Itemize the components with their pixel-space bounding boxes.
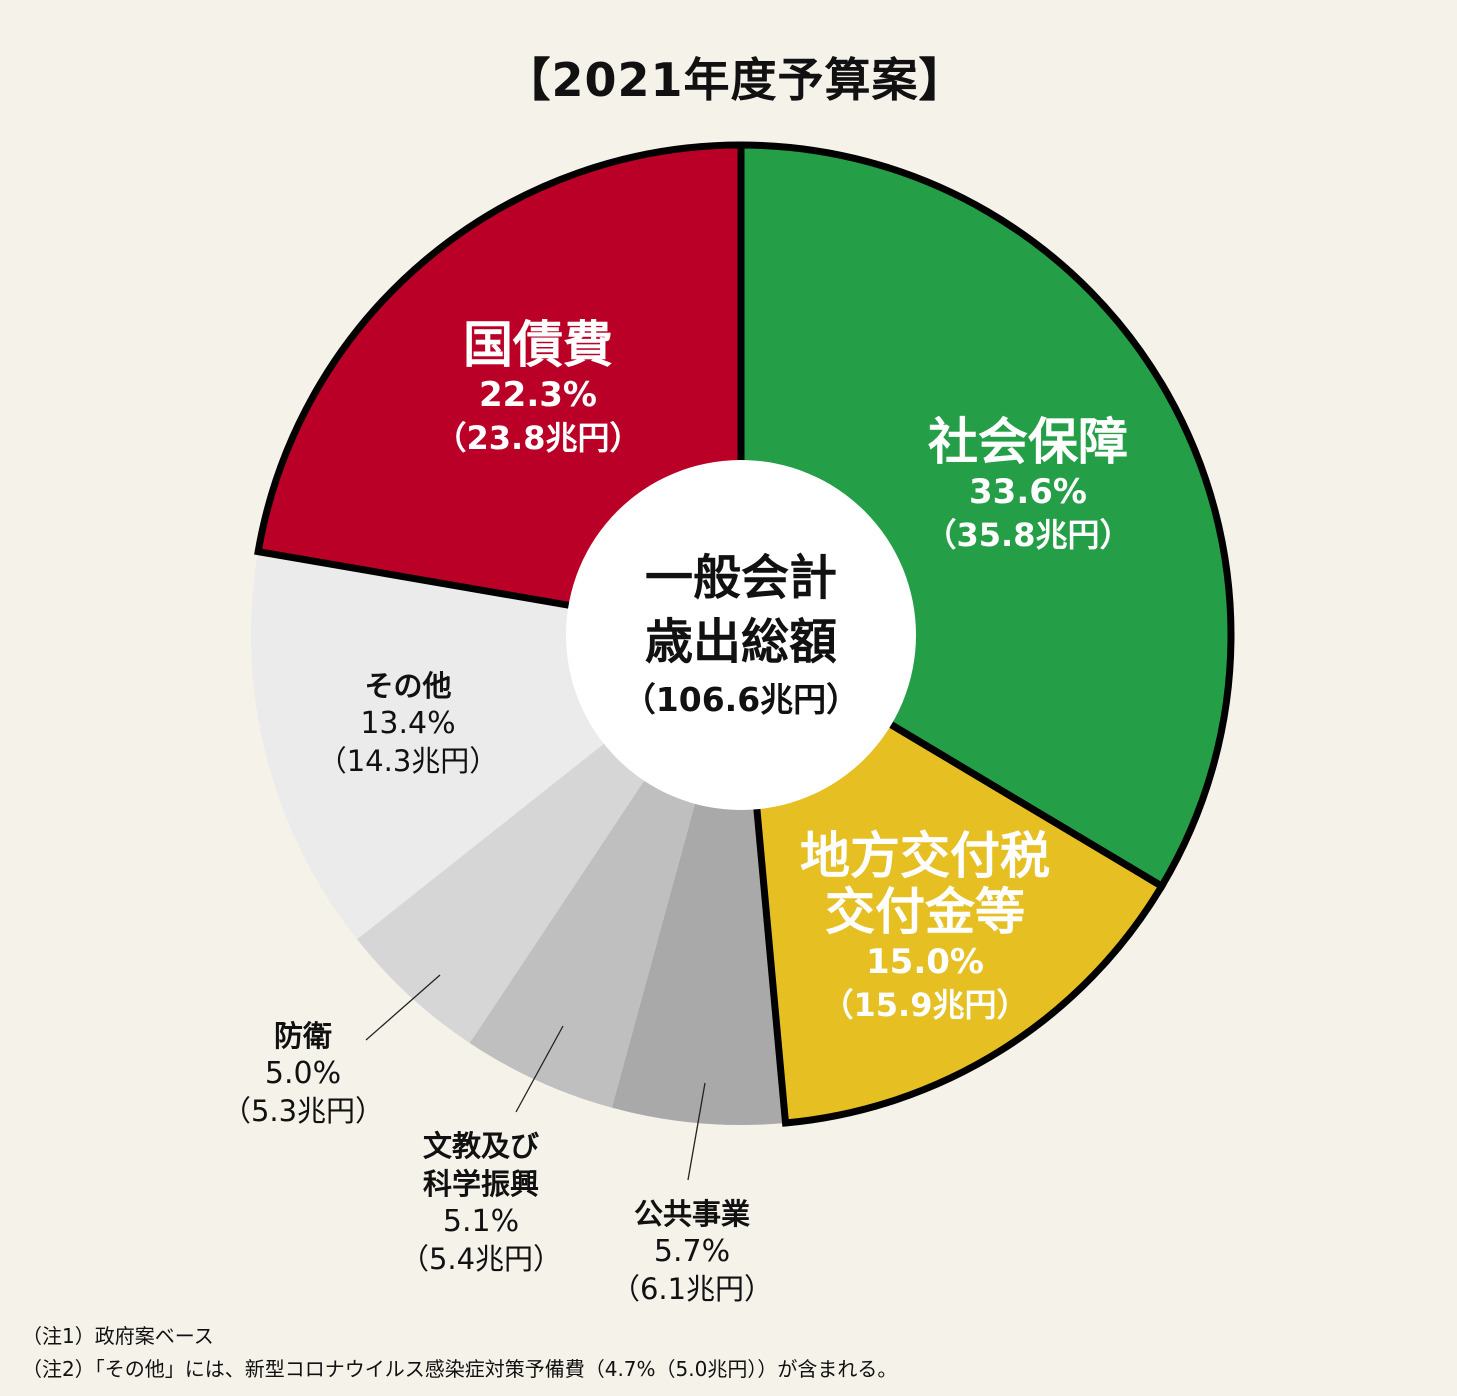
note-2: （注2）「その他」には、新型コロナウイルス感染症対策予備費（4.7%（5.0兆円… <box>22 1357 898 1381</box>
center-amount: （106.6兆円） <box>622 680 860 719</box>
slice-percent: 5.0% <box>264 1056 342 1091</box>
chart-title: 【2021年度予算案】 <box>504 53 966 107</box>
label-local-allocation: 地方交付税 交付金等 15.0% （15.9兆円） <box>715 828 1135 1026</box>
slice-name: 国債費 <box>463 316 613 374</box>
leader-line-public-works <box>687 1082 706 1181</box>
slice-name: 公共事業 <box>633 1197 750 1231</box>
slice-name: 文教及び <box>422 1129 539 1163</box>
slice-amount: （35.8兆円） <box>924 516 1132 554</box>
slice-name: 科学振興 <box>422 1167 539 1201</box>
slice-outline <box>737 141 1235 891</box>
leader-line-education <box>515 1025 564 1113</box>
slice-amount: （6.1兆円） <box>610 1272 774 1306</box>
slice-name: 地方交付税 <box>800 827 1050 885</box>
slice-percent: 33.6% <box>969 472 1087 512</box>
slice-name: 防衛 <box>273 1019 332 1053</box>
slice-percent: 15.0% <box>866 942 984 982</box>
slice-name: その他 <box>364 669 452 703</box>
label-other: その他 13.4% （14.3兆円） <box>198 667 618 779</box>
slice-percent: 22.3% <box>479 375 597 415</box>
slice-percent: 5.1% <box>442 1204 520 1239</box>
slice-amount: （5.3兆円） <box>221 1094 385 1128</box>
slice-outline <box>736 628 1167 1127</box>
slice-percent: 13.4% <box>360 706 456 741</box>
leader-line-defense <box>365 974 441 1041</box>
label-debt-service: 国債費 22.3% （23.8兆円） <box>328 317 748 459</box>
slice-name: 社会保障 <box>928 413 1128 471</box>
slice-amount: （15.9兆円） <box>821 986 1029 1024</box>
center-label: 一般会計 歳出総額 （106.6兆円） <box>531 546 951 726</box>
slice-amount: （5.4兆円） <box>399 1242 563 1276</box>
label-social-security: 社会保障 33.6% （35.8兆円） <box>818 414 1238 556</box>
slice-percent: 5.7% <box>653 1234 731 1269</box>
slice-outline <box>254 141 745 640</box>
center-line1: 一般会計 <box>644 550 837 606</box>
label-defense: 防衛 5.0% （5.3兆円） <box>93 1017 513 1129</box>
label-education-science: 文教及び 科学振興 5.1% （5.4兆円） <box>271 1127 691 1277</box>
slice-amount: （23.8兆円） <box>434 419 642 457</box>
note-1: （注1）政府案ベース <box>22 1324 214 1348</box>
center-line2: 歳出総額 <box>644 614 837 670</box>
label-public-works: 公共事業 5.7% （6.1兆円） <box>482 1195 902 1307</box>
slice-name: 交付金等 <box>825 883 1025 941</box>
donut-center <box>566 460 916 810</box>
slice-amount: （14.3兆円） <box>317 744 499 778</box>
